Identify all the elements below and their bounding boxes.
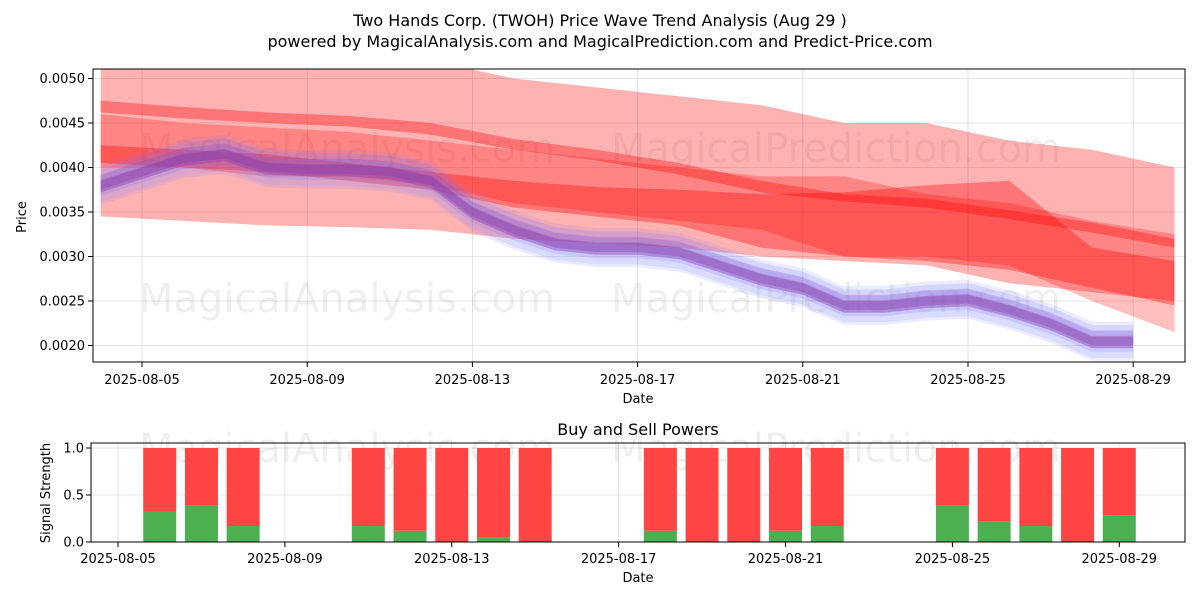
main-x-ticks: 2025-08-05 2025-08-09 2025-08-13 2025-08-17…	[104, 362, 1171, 388]
wave-layer-lower	[100, 144, 1134, 358]
sell-bar	[435, 448, 469, 542]
sell-bar	[393, 448, 427, 531]
sell-bar	[1061, 448, 1095, 542]
sell-bar	[810, 448, 844, 527]
wave-layer-core	[100, 149, 1134, 346]
signal-x-tick-label: 2025-08-05	[80, 552, 156, 567]
main-y-axis-label: Price	[15, 201, 30, 233]
buy-bar	[476, 537, 510, 542]
wave-layer-upper	[100, 138, 1134, 352]
wave-layer-wide	[100, 134, 1134, 361]
main-y-tick-label: 0.0025	[40, 295, 86, 310]
sell-bar	[476, 448, 510, 538]
main-y-tick-label: 0.0035	[40, 206, 86, 221]
main-y-ticks: 0.0020 0.0025 0.0030 0.0035 0.0040 0.0045 0.00…	[40, 72, 93, 354]
buy-bar	[935, 505, 969, 542]
red-trend-bands	[100, 69, 1175, 333]
signal-x-tick-label: 2025-08-17	[581, 552, 657, 567]
blue-wave-layers	[100, 134, 1134, 361]
signal-x-tick-label: 2025-08-25	[915, 552, 991, 567]
signal-x-axis-label: Date	[622, 571, 653, 586]
chart-title: Two Hands Corp. (TWOH) Price Wave Trend …	[352, 11, 847, 30]
main-x-axis-label: Date	[622, 392, 653, 407]
sell-bar	[727, 448, 761, 542]
signal-y-tick-label: 1.0	[63, 442, 84, 457]
signal-y-axis-label: Signal Strength	[39, 443, 54, 543]
buy-bar	[393, 530, 427, 542]
main-y-tick-label: 0.0020	[40, 339, 86, 354]
buy-bar	[643, 530, 677, 542]
buy-bar	[769, 530, 803, 542]
red-band-mid-band	[100, 114, 1175, 333]
main-y-tick-label: 0.0045	[40, 117, 86, 132]
main-y-tick-label: 0.0050	[40, 72, 86, 87]
buy-bar	[184, 505, 218, 542]
buy-bar	[1019, 526, 1053, 542]
sell-bar	[143, 448, 177, 511]
signal-x-tick-label: 2025-08-29	[1081, 552, 1157, 567]
red-band-lower-trend	[100, 145, 1175, 306]
buy-sell-powers-chart: Buy and Sell Powers MagicalAnalysis.com …	[39, 420, 1186, 586]
main-watermarks: MagicalAnalysis.com MagicalPrediction.co…	[139, 126, 1061, 322]
main-y-tick-label: 0.0030	[40, 250, 86, 265]
buy-bar	[351, 526, 385, 542]
main-plot-frame	[92, 68, 1186, 363]
signal-y-ticks: 0.0 0.5 1.0	[63, 442, 91, 551]
sell-bar	[935, 448, 969, 506]
signal-y-tick-label: 0.5	[63, 489, 84, 504]
watermark-analysis-top: MagicalAnalysis.com	[139, 126, 555, 172]
buy-bar	[1102, 515, 1136, 542]
buy-bar	[226, 526, 260, 542]
buy-bar	[143, 510, 177, 542]
main-x-tick-label: 2025-08-17	[600, 373, 676, 388]
signal-y-tick-label: 0.0	[63, 536, 84, 551]
sell-bar	[977, 448, 1011, 522]
wave-layer-violet	[100, 143, 1134, 349]
signal-x-tick-label: 2025-08-09	[247, 552, 323, 567]
sell-bar	[643, 448, 677, 531]
main-x-tick-label: 2025-08-13	[435, 373, 511, 388]
signal-x-tick-label: 2025-08-21	[748, 552, 824, 567]
sell-bar	[184, 448, 218, 506]
main-x-tick-label: 2025-08-05	[104, 373, 180, 388]
main-x-tick-label: 2025-08-29	[1095, 373, 1171, 388]
signal-plot-frame	[90, 442, 1186, 543]
sell-bar	[769, 448, 803, 531]
watermark-prediction-bottom: MagicalPrediction.com	[611, 276, 1061, 322]
signal-chart-title: Buy and Sell Powers	[557, 420, 719, 439]
chart-subtitle: powered by MagicalAnalysis.com and Magic…	[267, 32, 932, 51]
sell-bar	[1019, 448, 1053, 527]
main-x-tick-label: 2025-08-25	[930, 373, 1006, 388]
sell-bar	[226, 448, 260, 527]
watermark-analysis-bottom: MagicalAnalysis.com	[139, 276, 555, 322]
main-x-tick-label: 2025-08-21	[765, 373, 841, 388]
watermark-prediction-top: MagicalPrediction.com	[611, 126, 1061, 172]
buy-bar	[977, 521, 1011, 542]
signal-x-tick-label: 2025-08-13	[414, 552, 490, 567]
red-band-upper-trend	[100, 100, 1175, 248]
main-grid	[93, 69, 1185, 362]
main-x-tick-label: 2025-08-09	[269, 373, 345, 388]
sell-bar	[1102, 448, 1136, 516]
sell-bar	[685, 448, 719, 542]
price-wave-chart: MagicalAnalysis.com MagicalPrediction.co…	[15, 68, 1186, 407]
main-plot-background	[93, 69, 1185, 362]
signal-x-ticks: 2025-08-05 2025-08-09 2025-08-13 2025-08-17…	[80, 542, 1157, 567]
main-y-tick-label: 0.0040	[40, 161, 86, 176]
sell-bar	[518, 448, 552, 542]
wave-layer-magenta	[100, 148, 1134, 349]
sell-bar	[351, 448, 385, 527]
buy-bar	[810, 526, 844, 542]
signal-bars	[143, 448, 1136, 542]
red-band-outer-band	[100, 69, 1175, 301]
